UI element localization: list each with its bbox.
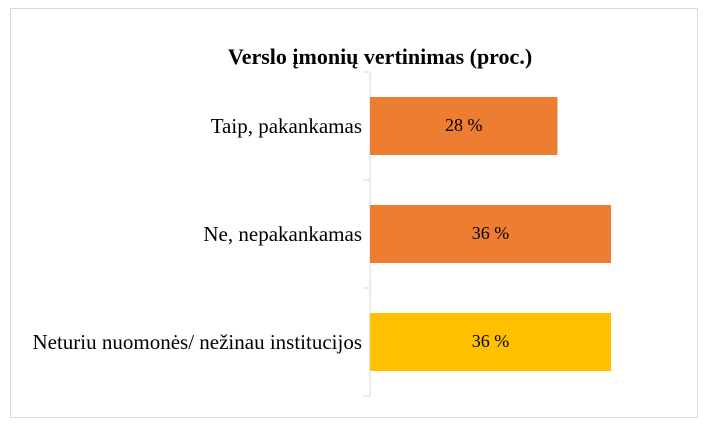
category-text: Taip, pakankamas: [210, 113, 362, 138]
chart-frame: [10, 8, 698, 418]
value-label: 36 %: [472, 331, 510, 351]
category-label: Ne, nepakankamas: [8, 194, 362, 274]
category-text: Ne, nepakankamas: [203, 221, 362, 246]
category-label: Neturiu nuomonės/ nežinau institucijos: [8, 302, 362, 382]
value-label: 36 %: [472, 223, 510, 243]
bar: [370, 205, 611, 263]
chart-title: Verslo įmonių vertinimas (proc.): [227, 44, 533, 69]
bar: [370, 313, 611, 371]
value-label: 28 %: [445, 115, 483, 135]
category-text: Neturiu nuomonės/ nežinau institucijos: [32, 329, 362, 354]
category-label: Taip, pakankamas: [8, 86, 362, 166]
bar: [370, 97, 558, 155]
